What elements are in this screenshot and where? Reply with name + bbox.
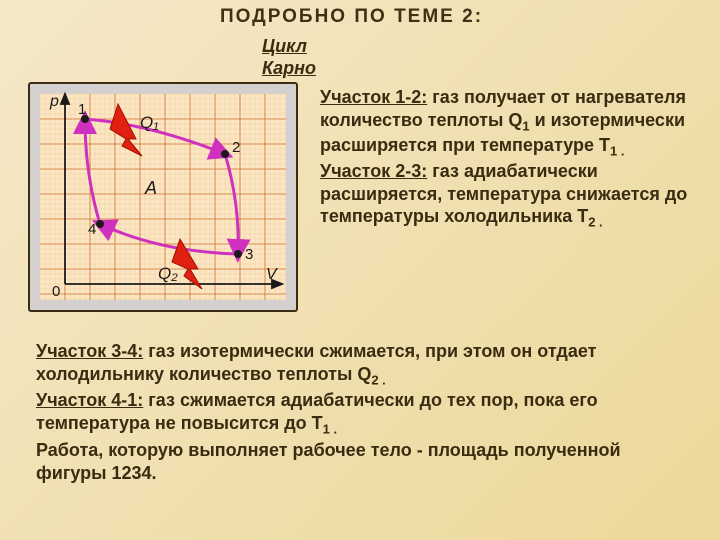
carnot-diagram: p V 0 1 2 3 4 A Q₁ Q₂ — [28, 82, 298, 312]
cycle-title-line2: Карно — [262, 58, 316, 78]
p-label: p — [49, 93, 59, 110]
pt4-label: 4 — [88, 221, 96, 238]
slide-heading: ПОДРОБНО ПО ТЕМЕ 2: — [220, 6, 483, 28]
seg34-sub: 2 . — [371, 373, 385, 388]
a-label: A — [144, 178, 157, 198]
bottom-text-block: Участок 3-4: газ изотермически сжимается… — [36, 340, 686, 485]
cycle-title-line1: Цикл — [262, 36, 307, 56]
seg12-title: Участок 1-2: — [320, 87, 427, 107]
seg23-sub: 2 . — [588, 215, 602, 230]
pt3-label: 3 — [245, 246, 253, 263]
seg41-sub: 1 . — [323, 422, 337, 437]
right-text-block: Участок 1-2: газ получает от нагревателя… — [320, 86, 700, 231]
q2-label: Q₂ — [158, 264, 178, 283]
seg12-sub1: 1 — [522, 118, 529, 133]
seg23-title: Участок 2-3: — [320, 161, 427, 181]
work-text: Работа, которую выполняет рабочее тело -… — [36, 440, 621, 483]
zero-label: 0 — [52, 283, 60, 300]
seg41-title: Участок 4-1: — [36, 390, 143, 410]
seg34-title: Участок 3-4: — [36, 341, 143, 361]
carnot-svg: p V 0 1 2 3 4 A Q₁ Q₂ — [30, 84, 296, 310]
v-label: V — [266, 266, 278, 283]
pt2-label: 2 — [232, 139, 240, 156]
cycle-title: Цикл Карно — [262, 36, 316, 79]
seg12-sub2: 1 . — [610, 144, 624, 159]
pt1-label: 1 — [78, 101, 86, 118]
q1-label: Q₁ — [140, 113, 159, 132]
